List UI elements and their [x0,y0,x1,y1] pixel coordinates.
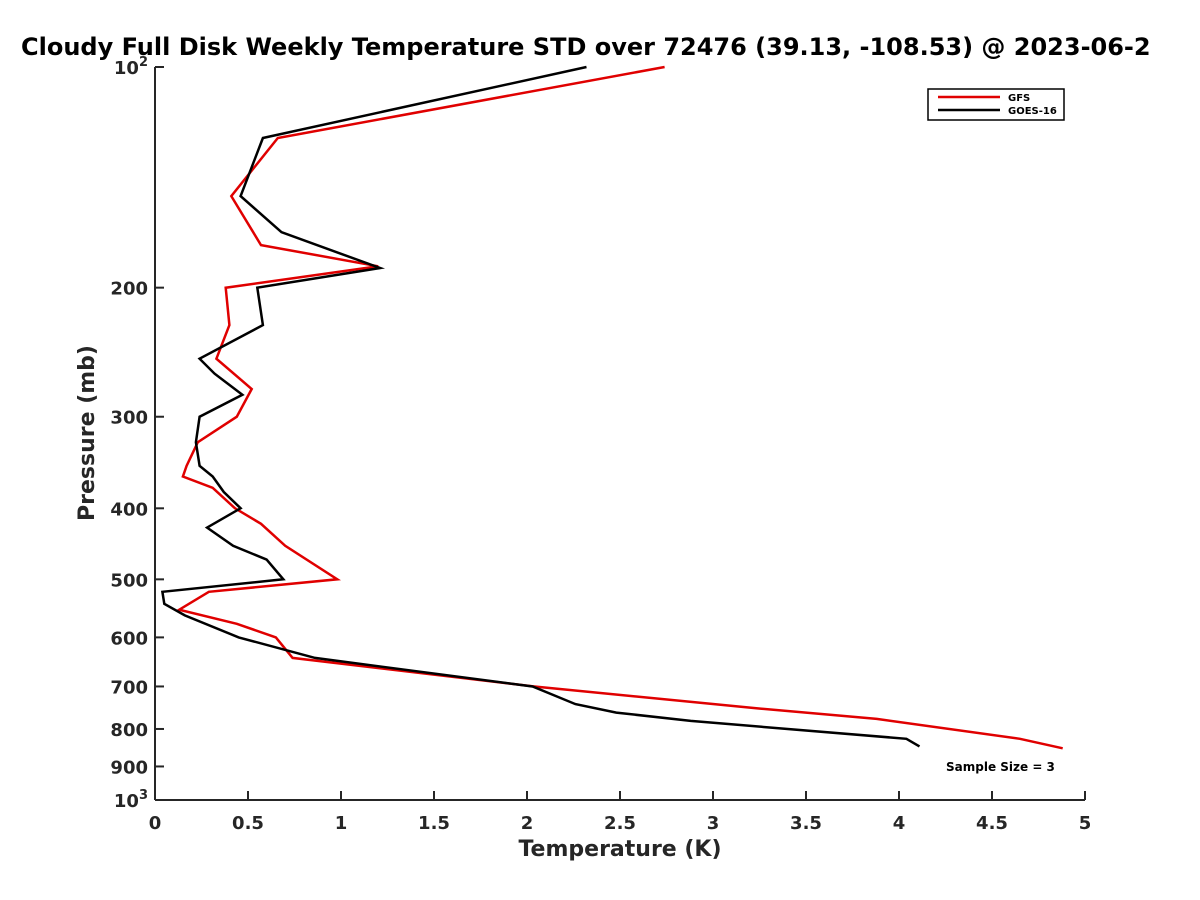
x-tick-label: 4.5 [976,813,1008,834]
y-tick-label: 200 [110,279,148,300]
legend-box [927,88,1065,121]
x-tick-label: 0.5 [232,813,264,834]
y-tick-label: 103 [114,788,148,812]
legend-label-gfs: GFS [1008,93,1030,104]
sample-size-annotation: Sample Size = 3 [946,760,1055,774]
x-ticks: 0 0.5 1 1.5 2 2.5 3 3.5 4 4.5 5 [149,791,1092,834]
series-group [160,65,1063,750]
y-tick-label: 700 [110,677,148,698]
legend-label-goes16: GOES-16 [1008,106,1057,117]
y-tick-label: 500 [110,570,148,591]
axes: 0 0.5 1 1.5 2 2.5 3 3.5 4 4.5 5 102 200 300 400 500 600… [110,55,1091,834]
x-tick-label: 1 [335,813,348,834]
y-ticks: 102 200 300 400 500 600 700 800 900 103 [110,55,164,812]
y-tick-label: 900 [110,757,148,778]
series-line-goes16 [160,65,921,748]
y-axis-label: Pressure (mb) [75,345,100,521]
x-tick-label: 3 [707,813,720,834]
y-tick-label: 300 [110,408,148,429]
y-tick-label: 102 [114,55,148,79]
x-tick-label: 0 [149,813,162,834]
x-axis-label: Temperature (K) [518,837,721,862]
x-tick-label: 4 [893,813,906,834]
x-tick-label: 1.5 [418,813,450,834]
y-tick-label: 600 [110,628,148,649]
y-tick-label: 400 [110,499,148,520]
x-tick-label: 5 [1079,813,1092,834]
chart-title: Cloudy Full Disk Weekly Temperature STD … [21,33,1151,61]
legend: GFS GOES-16 [927,88,1065,121]
x-tick-label: 3.5 [790,813,822,834]
y-tick-label: 800 [110,720,148,741]
x-tick-label: 2 [521,813,534,834]
series-line-gfs [175,65,1063,750]
x-tick-label: 2.5 [604,813,636,834]
